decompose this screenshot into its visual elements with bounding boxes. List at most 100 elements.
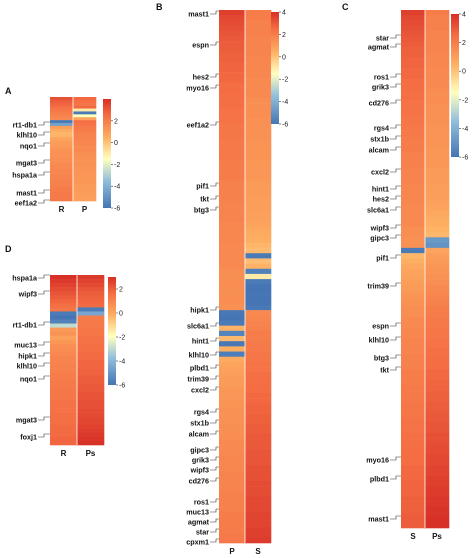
- heatmap-cell: [425, 189, 450, 196]
- gene-label: stx1b: [190, 419, 209, 428]
- heatmap-cell: [401, 274, 426, 280]
- heatmap-cell: [73, 137, 97, 141]
- heatmap-cell: [401, 464, 426, 471]
- heatmap-cell: [73, 175, 97, 179]
- heatmap-cell: [50, 303, 78, 308]
- gene-label-connector: [390, 83, 401, 88]
- gene-label-connector: [210, 322, 219, 327]
- heatmap-cell: [245, 134, 272, 140]
- heatmap-cell: [50, 192, 74, 196]
- heatmap-cell: [245, 449, 272, 456]
- gene-label-connector: [390, 475, 401, 480]
- heatmap-cell: [245, 25, 272, 31]
- heatmap-cell: [245, 356, 272, 363]
- heatmap-cell: [219, 532, 246, 539]
- heatmap-cell: [73, 195, 97, 199]
- heatmap-cell: [245, 429, 272, 435]
- heatmap-cell: [50, 140, 74, 144]
- heatmap-cell: [425, 200, 450, 206]
- heatmap-cell: [425, 142, 450, 148]
- heatmap-cell: [425, 432, 450, 439]
- colorbar-tick-label: 4: [282, 10, 286, 17]
- heatmap-cell: [245, 232, 272, 238]
- heatmap-cell: [73, 160, 97, 164]
- heatmap-cell: [50, 102, 74, 106]
- heatmap-cell: [245, 418, 272, 425]
- heatmap-cell: [73, 123, 97, 127]
- heatmap-cell: [245, 206, 272, 213]
- heatmap-cell: [50, 195, 74, 199]
- heatmap-cell: [77, 380, 105, 385]
- heatmap-cell: [77, 311, 105, 316]
- colorbar: [451, 14, 459, 157]
- gene-label: mgat3: [16, 416, 37, 425]
- heatmap-cell: [77, 368, 105, 373]
- heatmap-cell: [425, 57, 450, 64]
- colorbar-tick-label: -4: [282, 99, 288, 106]
- heatmap-cell: [219, 413, 246, 420]
- heatmap-cell: [401, 406, 426, 413]
- heatmap-cell: [425, 290, 450, 296]
- gene-label: ros1: [374, 73, 389, 82]
- heatmap-cell: [219, 72, 246, 78]
- heatmap-cell: [401, 184, 426, 191]
- heatmap-cell: [219, 537, 246, 544]
- heatmap-cell: [50, 105, 74, 109]
- heatmap-cell: [425, 41, 450, 48]
- colorbar-tick-label: 2: [462, 40, 466, 47]
- heatmap-cell: [401, 110, 426, 117]
- heatmap-cell: [425, 385, 450, 391]
- heatmap-cell: [73, 108, 97, 112]
- gene-label: klhl10: [189, 351, 209, 360]
- heatmap-cell: [219, 185, 246, 192]
- heatmap-cell: [77, 364, 105, 369]
- heatmap-cell: [401, 205, 426, 212]
- panel-label: C: [342, 2, 349, 12]
- heatmap-cell: [245, 455, 272, 461]
- heatmap-cell: [425, 475, 450, 481]
- heatmap-cell: [77, 388, 105, 393]
- heatmap-cell: [401, 327, 426, 333]
- heatmap-cell: [401, 62, 426, 69]
- gene-label: agmat: [368, 43, 390, 52]
- heatmap-cell: [73, 157, 97, 161]
- heatmap-cell: [219, 20, 246, 26]
- colorbar: [103, 99, 111, 208]
- heatmap-cell: [245, 486, 272, 492]
- gene-label-connector: [390, 43, 401, 48]
- colorbar-tick-label: -2: [119, 335, 125, 342]
- column-label: S: [255, 547, 261, 556]
- heatmap-cell: [77, 408, 105, 413]
- heatmap-cell: [401, 512, 426, 518]
- heatmap-cell: [425, 269, 450, 275]
- heatmap-cell: [245, 465, 272, 471]
- gene-label: hes2: [373, 195, 389, 204]
- heatmap-cell: [425, 184, 450, 191]
- heatmap-cell: [219, 139, 246, 145]
- gene-label: klhl10: [17, 131, 37, 140]
- heatmap-cell: [425, 253, 450, 259]
- heatmap-cell: [401, 57, 426, 64]
- heatmap-cell: [219, 160, 246, 166]
- heatmap-cell: [245, 527, 272, 533]
- heatmap-cell: [425, 332, 450, 339]
- heatmap-cell: [245, 315, 272, 321]
- heatmap-cell: [50, 149, 74, 153]
- heatmap-cell: [401, 189, 426, 196]
- heatmap-cell: [425, 522, 450, 529]
- heatmap-cell: [50, 157, 74, 161]
- heatmap-cell: [425, 232, 450, 238]
- heatmap-cell: [245, 20, 272, 26]
- heatmap-cell: [50, 125, 74, 130]
- heatmap-cell: [401, 284, 426, 291]
- heatmap-cell: [50, 146, 74, 150]
- gene-label-connector: [38, 159, 50, 164]
- heatmap-cell: [401, 422, 426, 428]
- heatmap-cell: [245, 77, 272, 83]
- heatmap-cell: [425, 94, 450, 101]
- heatmap-cell: [425, 438, 450, 444]
- heatmap-cell: [401, 290, 426, 296]
- heatmap-cell: [219, 444, 246, 451]
- heatmap-cell: [73, 140, 97, 144]
